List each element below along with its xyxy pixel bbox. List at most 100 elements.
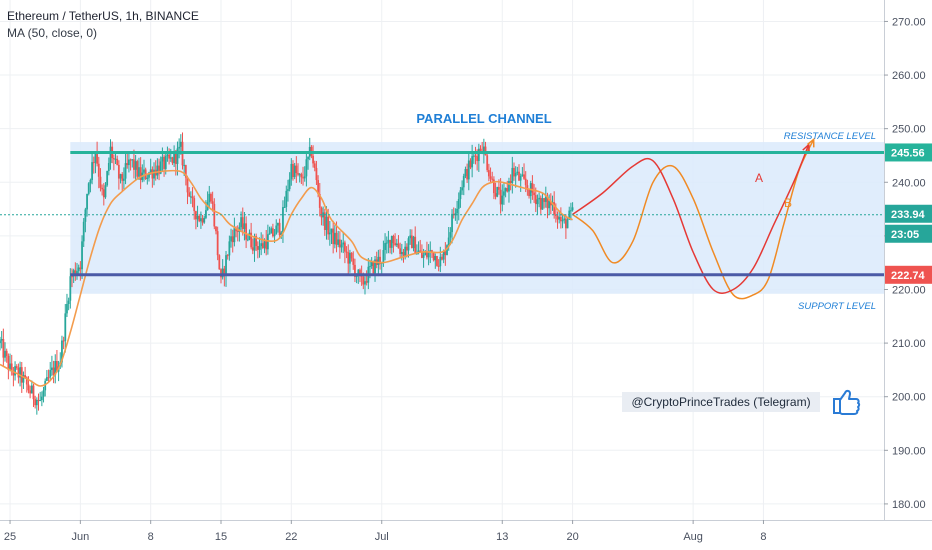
candle-body [337, 239, 340, 245]
candle-body [446, 245, 448, 256]
candle-body [134, 161, 137, 170]
candle-body [255, 236, 258, 246]
candle-body [34, 399, 37, 406]
candle-body [493, 179, 495, 194]
candle-body [486, 155, 489, 171]
candle-body [213, 203, 216, 227]
candle-body [347, 252, 350, 264]
candle-body [285, 190, 288, 207]
candle-body [399, 248, 402, 255]
candle-body [27, 384, 30, 391]
scenario-b-arrowhead [807, 137, 815, 148]
candle-body [246, 239, 249, 241]
candle-body [531, 183, 534, 193]
candle-body [158, 165, 160, 174]
candle-body [509, 181, 512, 183]
candle-body [15, 366, 18, 368]
candle-body [499, 189, 502, 205]
time-tick-label: 8 [148, 531, 154, 543]
candle-body [290, 163, 293, 180]
price-tick-label: 260.00 [892, 70, 926, 82]
candle-body [275, 225, 278, 235]
candle-body [556, 215, 559, 220]
level-lines[interactable] [0, 150, 884, 277]
candle-body [87, 183, 90, 194]
candle-body [122, 178, 125, 181]
candle-body [17, 367, 20, 378]
candle-body [489, 176, 492, 179]
candle-body [77, 267, 80, 272]
candle-body [220, 269, 222, 278]
candle-body [176, 148, 179, 164]
candle-body [333, 232, 336, 245]
candle-body [457, 199, 460, 209]
time-axis[interactable]: 25 Jun 8 15 22 Jul 13 20 Aug 8 [0, 520, 932, 550]
candle-body [477, 148, 480, 162]
candle-body [164, 156, 167, 169]
candle-body [72, 270, 75, 277]
candle-body [265, 241, 268, 250]
candle-body [30, 385, 33, 394]
candle-body [293, 165, 296, 177]
candle-body [198, 215, 201, 222]
candle-body [280, 232, 283, 236]
candle-body [382, 250, 385, 263]
candle-body [369, 266, 371, 268]
scenario-b-label: B [784, 196, 792, 210]
candle-body [322, 212, 325, 218]
candle-body [143, 169, 145, 173]
indicator-legend[interactable]: MA (50, close, 0) [7, 26, 98, 40]
candle-body [441, 256, 443, 260]
candle-body [549, 200, 552, 206]
time-tick-label: 22 [285, 531, 297, 543]
candle-body [365, 281, 368, 283]
candle-body [7, 355, 10, 370]
candle-body [374, 259, 376, 274]
candle-body [400, 251, 403, 255]
candle-body [161, 156, 164, 162]
candle-body [5, 350, 8, 356]
candle-body [538, 197, 541, 200]
candle-body [315, 167, 318, 181]
candle-body [186, 177, 189, 193]
candle-body [101, 187, 104, 190]
candle-body [427, 252, 430, 258]
candle-body [404, 246, 407, 256]
candle-body [414, 236, 417, 255]
candle-body [156, 165, 159, 176]
candle-body [370, 261, 373, 267]
resistance-price-badge-text: 245.56 [891, 147, 925, 159]
candle-body [496, 186, 499, 197]
candle-body [449, 232, 452, 238]
candle-body [513, 167, 515, 177]
candle-body [102, 189, 105, 198]
price-axis[interactable]: 180.00190.00200.00210.00220.00230.00240.… [884, 0, 932, 550]
price-tick-label: 270.00 [892, 16, 926, 28]
candlestick-series [0, 132, 574, 415]
candle-body [179, 141, 182, 147]
candle-body [226, 255, 229, 257]
candle-body [511, 167, 514, 183]
candle-body [349, 252, 351, 264]
candle-body [548, 200, 551, 209]
candle-body [133, 159, 135, 170]
time-tick-label: 20 [566, 531, 578, 543]
current-price-badge: 233.94 [885, 204, 932, 223]
candle-body [241, 217, 244, 230]
candle-body [9, 363, 11, 370]
candle-body [35, 399, 38, 406]
candle-body [451, 213, 453, 233]
candle-body [116, 158, 119, 165]
candle-body [544, 196, 547, 202]
candle-body [51, 367, 53, 371]
candle-body [236, 230, 239, 232]
time-tick-label: Aug [683, 531, 703, 543]
candle-body [22, 375, 25, 383]
candle-body [62, 340, 65, 342]
candle-body [121, 174, 124, 181]
candle-body [171, 157, 174, 164]
candle-body [501, 195, 504, 205]
candle-body [466, 169, 469, 180]
candle-body [419, 250, 422, 252]
